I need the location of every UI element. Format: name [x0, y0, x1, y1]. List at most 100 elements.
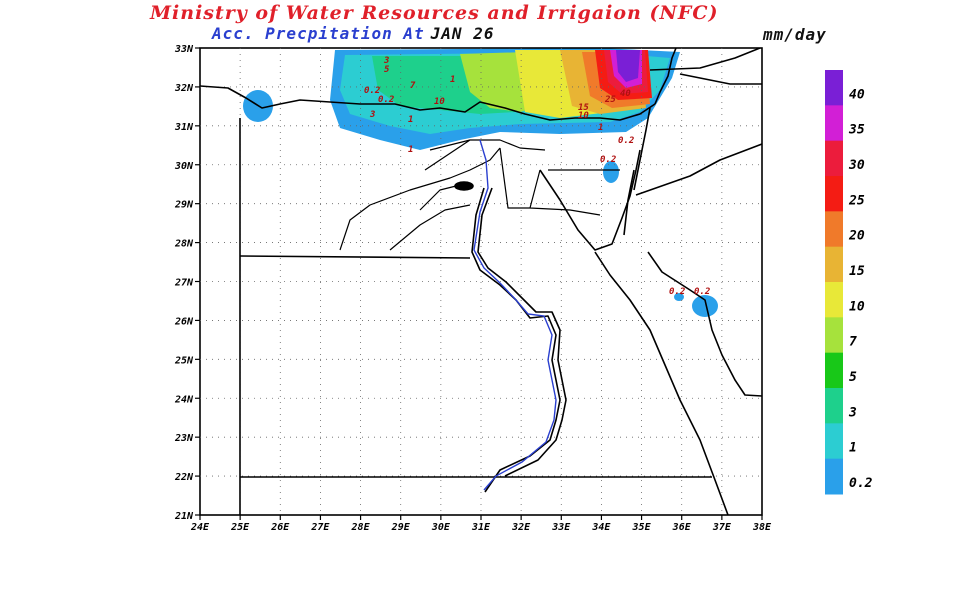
- legend-label: 7: [849, 335, 857, 350]
- lon-tick-label: 32E: [511, 522, 531, 533]
- lon-tick-label: 30E: [431, 522, 451, 533]
- red-sea-east-coast: [647, 251, 762, 397]
- legend: 40 35 30 25 20 15 10 7 5 3 1 0.2: [825, 70, 873, 495]
- legend-swatch: [825, 140, 843, 177]
- precip-field: [243, 48, 718, 317]
- contour-label: 0.2: [694, 287, 710, 297]
- lon-tick-label: 35E: [632, 522, 652, 533]
- lon-tick-label: 24E: [190, 522, 210, 533]
- levant-coastline: [654, 48, 677, 105]
- contour-label: 5: [384, 65, 390, 75]
- subtitle-date: JAN 26: [430, 24, 495, 43]
- lat-tick-label: 26N: [174, 316, 194, 327]
- contour-labels: 3 5 7 1 0.2 0.2 10 3 1 1 15 10 25 40 1 0…: [364, 56, 710, 297]
- contour-label: 0.2: [618, 136, 634, 146]
- lon-tick-label: 38E: [752, 522, 772, 533]
- jordan-border: [635, 143, 762, 196]
- legend-label: 25: [848, 193, 865, 208]
- legend-swatch: [825, 282, 843, 318]
- lat-tick-label: 28N: [174, 239, 194, 250]
- lon-tick-label: 28E: [351, 522, 371, 533]
- contour-label: 15: [578, 103, 589, 113]
- legend-label: 1: [849, 441, 857, 456]
- contour-label: 1: [408, 145, 413, 155]
- lat-tick-label: 24N: [174, 394, 194, 405]
- legend-label: 20: [848, 229, 865, 244]
- contour-label: 7: [410, 81, 416, 91]
- nile-banks: [471, 187, 561, 493]
- legend-label: 10: [849, 299, 865, 314]
- contour-label: 1: [450, 75, 455, 85]
- lon-tick-label: 26E: [270, 522, 290, 533]
- lat-tick-label: 22N: [174, 472, 194, 483]
- legend-label: 40: [849, 87, 865, 102]
- lat-tick-label: 21N: [174, 511, 194, 522]
- contour-label: 0.2: [378, 95, 394, 105]
- contour-label: 3: [369, 110, 375, 120]
- map-subtitle: Acc. Precpitation At JAN 26: [212, 24, 494, 43]
- arabia-border: [649, 48, 761, 71]
- legend-label: 30: [848, 158, 865, 173]
- contour-label: 1: [598, 123, 603, 133]
- lon-tick-label: 29E: [391, 522, 411, 533]
- legend-label: 35: [848, 123, 865, 138]
- lon-tick-label: 36E: [672, 522, 692, 533]
- lat-tick-label: 30N: [174, 161, 194, 172]
- lat-tick-label: 31N: [174, 122, 194, 133]
- contour-label: 0.2: [364, 86, 380, 96]
- legend-label: 5: [849, 370, 857, 385]
- contour-label: 40: [620, 89, 631, 99]
- units-label: mm/day: [763, 25, 827, 44]
- lon-tick-label: 33E: [551, 522, 571, 533]
- legend-swatch: [825, 423, 843, 460]
- contour-label: 3: [383, 56, 389, 66]
- nile-river: [473, 139, 557, 491]
- israel-border: [633, 107, 651, 191]
- mediterranean-coastline: [200, 85, 656, 121]
- libya-egypt-border: [239, 255, 471, 259]
- lon-tick-label: 25E: [230, 522, 250, 533]
- graticule: [200, 48, 762, 515]
- gulf-of-aqaba: [623, 169, 635, 236]
- legend-label: 3: [848, 405, 857, 420]
- lon-tick-label: 34E: [591, 522, 611, 533]
- red-sea-coast: [594, 251, 729, 515]
- legend-swatch: [825, 317, 843, 354]
- legend-label: 15: [849, 264, 865, 279]
- lat-tick-label: 29N: [174, 200, 194, 211]
- legend-label: 0.2: [849, 476, 873, 491]
- legend-swatch: [825, 352, 843, 389]
- lat-tick-label: 25N: [174, 355, 194, 366]
- legend-swatch: [825, 105, 843, 142]
- lon-tick-label: 37E: [712, 522, 732, 533]
- lat-tick-label: 33N: [174, 44, 194, 55]
- contour-label: 0.2: [600, 155, 616, 165]
- governorate-borders: [339, 139, 620, 251]
- legend-swatch: [825, 70, 843, 106]
- lake-qarun: [454, 181, 474, 191]
- legend-swatch: [825, 388, 843, 424]
- map-title: Ministry of Water Resources and Irrigaio…: [150, 2, 719, 24]
- contour-label: 25: [604, 95, 616, 105]
- contour-label: 0.2: [669, 287, 685, 297]
- legend-swatch: [825, 246, 843, 283]
- lon-tick-label: 31E: [471, 522, 491, 533]
- precip-blob-redsea-b: [692, 295, 718, 317]
- lon-tick-label: 27E: [310, 522, 330, 533]
- legend-swatch: [825, 211, 843, 248]
- precip-blob-sinai: [603, 161, 619, 183]
- lat-tick-label: 32N: [174, 83, 194, 94]
- nile-banks-east: [477, 187, 567, 477]
- lat-axis: 33N 32N 31N 30N 29N 28N 27N 26N 25N 24N 23N 22N 21N: [174, 44, 200, 522]
- arabia-interior: [679, 73, 762, 85]
- lat-tick-label: 23N: [174, 433, 194, 444]
- legend-swatch: [825, 176, 843, 212]
- contour-label: 10: [434, 97, 445, 107]
- contour-label: 1: [408, 115, 413, 125]
- lon-axis: 24E 25E 26E 27E 28E 29E 30E 31E 32E 33E 34E 35E 36E 3…: [190, 515, 772, 533]
- lat-tick-label: 27N: [174, 278, 194, 289]
- contour-label: 10: [578, 111, 589, 121]
- subtitle-label: Acc. Precpitation At: [212, 24, 425, 43]
- legend-swatch: [825, 458, 843, 495]
